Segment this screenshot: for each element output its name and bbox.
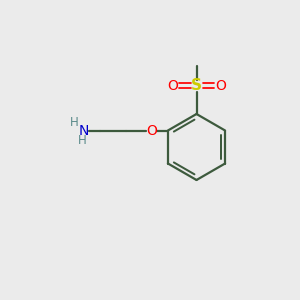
Text: H: H bbox=[70, 116, 79, 129]
Text: O: O bbox=[167, 79, 178, 92]
Text: H: H bbox=[78, 134, 87, 148]
Text: O: O bbox=[146, 124, 157, 137]
Text: N: N bbox=[79, 124, 89, 137]
Text: S: S bbox=[191, 78, 202, 93]
Text: O: O bbox=[215, 79, 226, 92]
